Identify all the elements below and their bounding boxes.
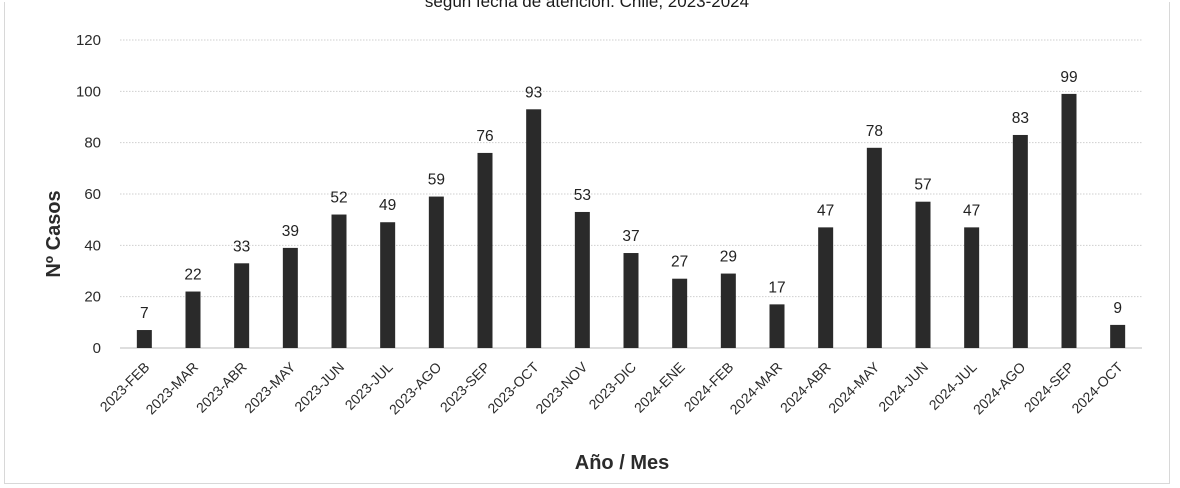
data-label: 9	[1113, 300, 1122, 317]
data-label: 37	[622, 228, 639, 245]
bar	[428, 196, 444, 348]
data-label: 7	[140, 305, 149, 322]
data-label: 76	[476, 128, 493, 145]
bar	[574, 211, 590, 348]
y-axis-ticks: 0 20 40 60 80 100 120	[76, 32, 101, 357]
data-label: 52	[330, 190, 347, 207]
bar	[185, 291, 201, 348]
y-tick-label: 40	[84, 237, 101, 254]
bar	[234, 263, 250, 348]
x-tick-label: 2023-NOV	[532, 358, 591, 417]
x-tick-label: 2024-MAY	[825, 358, 883, 416]
x-tick-label: 2024-OCT	[1068, 358, 1126, 416]
y-axis-title: Nº Casos	[43, 190, 65, 277]
y-tick-label: 80	[84, 135, 101, 152]
data-label: 17	[768, 279, 785, 296]
bar	[964, 227, 980, 348]
data-label: 27	[671, 254, 688, 271]
data-label: 78	[866, 123, 883, 140]
data-label: 47	[817, 202, 834, 219]
x-tick-label: 2024-ENE	[631, 359, 688, 416]
x-tick-label: 2024-ABR	[777, 359, 834, 416]
y-tick-label: 100	[76, 83, 101, 100]
bar	[380, 222, 396, 348]
x-tick-label: 2023-ABR	[193, 359, 250, 416]
x-tick-label: 2023-JUN	[291, 359, 347, 415]
bars	[136, 93, 1126, 349]
bar	[1110, 324, 1126, 348]
bar	[1061, 93, 1077, 349]
data-label: 29	[720, 249, 737, 266]
x-tick-label: 2023-AGO	[386, 359, 445, 418]
x-tick-label: 2023-MAR	[142, 359, 201, 418]
x-tick-label: 2024-AGO	[970, 359, 1029, 418]
x-axis-title: Año / Mes	[575, 452, 669, 474]
x-tick-label: 2023-MAY	[241, 358, 299, 416]
x-tick-label: 2024-JUN	[875, 359, 931, 415]
bar	[331, 214, 347, 348]
y-tick-label: 20	[84, 289, 101, 306]
bar	[769, 304, 785, 348]
bar	[1012, 134, 1028, 348]
data-label: 49	[379, 197, 396, 214]
bar	[866, 147, 882, 348]
data-label: 39	[282, 223, 299, 240]
data-label: 22	[184, 267, 201, 284]
bar	[282, 247, 298, 348]
y-tick-label: 0	[93, 340, 101, 357]
chart-frame	[4, 2, 1170, 484]
bar	[623, 253, 639, 348]
x-axis-ticks: 2023-FEB2023-MAR2023-ABR2023-MAY2023-JUN…	[97, 358, 1127, 417]
data-label: 99	[1060, 69, 1077, 86]
bar	[136, 330, 152, 348]
data-label: 93	[525, 84, 542, 101]
x-tick-label: 2024-MAR	[726, 359, 785, 418]
data-label: 83	[1012, 110, 1029, 127]
bar	[526, 109, 542, 348]
data-label: 57	[914, 177, 931, 194]
bar	[915, 201, 931, 348]
y-tick-label: 60	[84, 186, 101, 203]
chart-title: según fecha de atención. Chile, 2023-202…	[425, 0, 749, 11]
y-tick-label: 120	[76, 32, 101, 49]
data-label: 33	[233, 238, 250, 255]
bar	[477, 152, 493, 348]
data-label: 59	[428, 172, 445, 189]
bar	[672, 278, 688, 348]
bar	[720, 273, 736, 348]
data-label: 47	[963, 202, 980, 219]
bar	[818, 227, 834, 348]
data-label: 53	[574, 187, 591, 204]
